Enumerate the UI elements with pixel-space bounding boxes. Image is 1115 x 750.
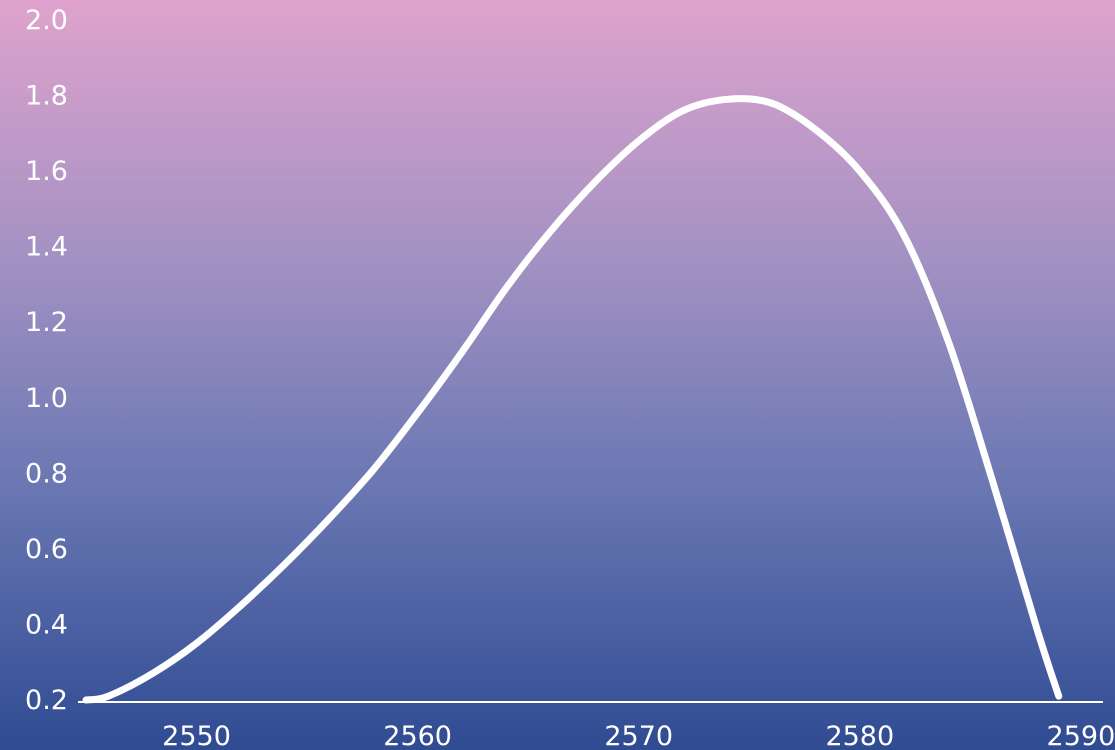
x-tick-label: 2560 — [383, 721, 452, 750]
y-tick-labels: 0.2 0.4 0.6 0.8 1.0 1.2 1.4 1.6 1.8 2.0 — [25, 5, 68, 716]
series-line — [82, 95, 1063, 704]
y-tick-label: 1.2 — [25, 307, 68, 338]
x-tick-label: 2570 — [604, 721, 673, 750]
y-tick-label: 1.4 — [25, 232, 68, 263]
y-tick-label: 2.0 — [25, 5, 68, 36]
y-tick-label: 1.8 — [25, 81, 68, 112]
y-tick-label: 0.8 — [25, 458, 68, 489]
y-tick-label: 1.0 — [25, 383, 68, 414]
y-tick-label: 0.6 — [25, 534, 68, 565]
y-tick-label: 0.2 — [25, 685, 68, 716]
y-tick-label: 0.4 — [25, 609, 68, 640]
x-tick-labels: 2550 2560 2570 2580 2590 — [162, 721, 1115, 750]
y-tick-label: 1.6 — [25, 156, 68, 187]
x-tick-label: 2590 — [1047, 721, 1115, 750]
x-tick-label: 2550 — [162, 721, 231, 750]
x-tick-label: 2580 — [825, 721, 894, 750]
